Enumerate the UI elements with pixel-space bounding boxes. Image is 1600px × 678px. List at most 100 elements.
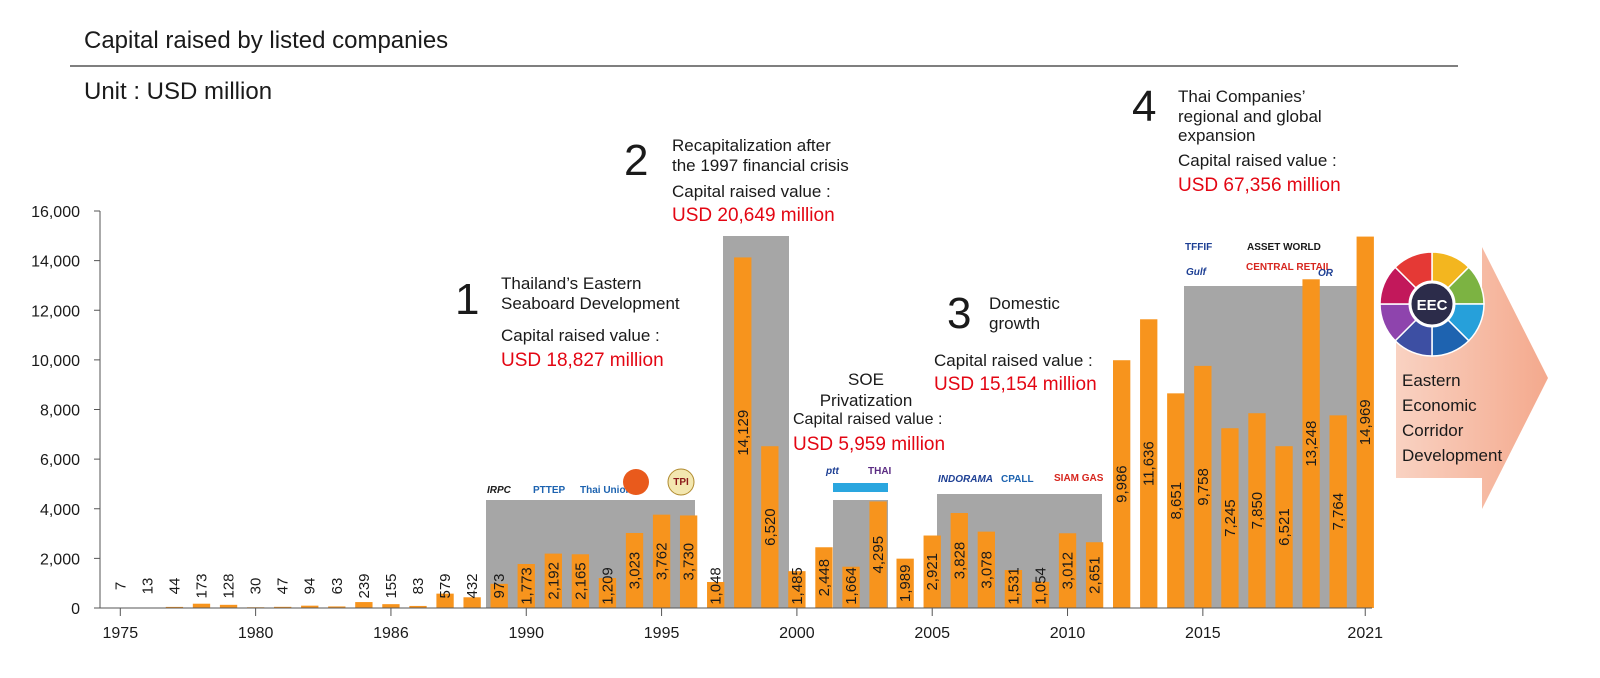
eec-badge: EEC (1417, 297, 1448, 314)
value-label: 14,129 (735, 410, 752, 456)
value-label: 4,295 (870, 536, 887, 574)
x-tick-label: 1980 (238, 625, 274, 642)
bar (1275, 446, 1293, 608)
bar (219, 604, 238, 608)
period-value: USD 5,959 million (793, 434, 945, 455)
logo: CPALL (1001, 474, 1034, 485)
logo-mark (833, 483, 888, 492)
value-label: 2,448 (816, 559, 833, 597)
value-label: 8,651 (1168, 482, 1185, 520)
period-title: expansion (1178, 126, 1256, 145)
value-label: 3,023 (627, 552, 644, 590)
period-caption: Capital raised value : (501, 326, 660, 345)
period-band (723, 236, 789, 608)
period-title: Recapitalization after (672, 136, 831, 155)
eec-core (1408, 280, 1456, 328)
value-label: 6,520 (762, 508, 779, 546)
value-label: 432 (464, 573, 481, 598)
period-title: Seaboard Development (501, 294, 680, 313)
y-tick-label: 2,000 (40, 551, 80, 568)
logo-mark (623, 469, 649, 495)
value-label: 2,921 (924, 553, 941, 591)
bar (571, 554, 590, 608)
side-note: Corridor (1402, 421, 1464, 440)
chart-subtitle: Unit : USD million (84, 78, 272, 105)
side-note: Economic (1402, 396, 1477, 415)
bar (950, 513, 968, 608)
value-label: 3,762 (654, 543, 671, 581)
y-tick-label: 16,000 (31, 204, 80, 221)
bar (679, 515, 698, 608)
x-tick-label: 2010 (1050, 625, 1086, 642)
logo: INDORAMA (938, 474, 993, 485)
logo: TPI (673, 477, 689, 488)
bar (274, 606, 292, 608)
y-tick-label: 8,000 (40, 403, 80, 420)
logo: CENTRAL RETAIL (1246, 262, 1332, 273)
bar (598, 578, 617, 608)
value-label: 3,730 (681, 543, 698, 581)
value-label: 3,828 (951, 542, 968, 580)
bar (382, 604, 400, 608)
x-tick-label: 1975 (103, 625, 139, 642)
bar (977, 531, 996, 608)
y-tick-label: 12,000 (31, 303, 80, 320)
bar (1194, 365, 1212, 608)
bar (409, 605, 427, 608)
value-label: 1,989 (897, 565, 914, 603)
logo: SIAM GAS (1054, 473, 1104, 484)
value-label: 13,248 (1303, 421, 1320, 467)
logo: ptt (825, 466, 839, 477)
value-label: 7,850 (1249, 492, 1266, 530)
value-label: 94 (302, 578, 319, 595)
bar (1167, 393, 1185, 608)
bar (463, 597, 481, 608)
logo-mark (667, 468, 695, 496)
value-label: 47 (275, 578, 292, 595)
value-label: 1,531 (1005, 567, 1022, 605)
x-tick-label: 2021 (1347, 625, 1383, 642)
period-caption: Capital raised value : (1178, 151, 1337, 170)
side-note: Eastern (1402, 371, 1461, 390)
bar (815, 547, 833, 608)
value-label: 973 (491, 573, 508, 598)
period-title: Privatization (820, 391, 913, 410)
value-label: 2,651 (1087, 556, 1104, 594)
value-label: 579 (437, 573, 454, 598)
bar (1085, 542, 1104, 608)
value-label: 1,485 (789, 567, 806, 605)
bar (1058, 533, 1077, 608)
value-label: 9,758 (1195, 468, 1212, 506)
value-label: 7,764 (1330, 493, 1347, 531)
value-label: 13 (139, 578, 156, 595)
x-tick-label: 2000 (779, 625, 815, 642)
period-number: 3 (947, 289, 971, 338)
bar (165, 606, 184, 608)
value-label: 3,078 (978, 551, 995, 589)
chart-title: Capital raised by listed companies (84, 27, 448, 54)
bar (625, 532, 644, 608)
bar (544, 553, 562, 608)
value-label: 155 (383, 573, 400, 598)
value-label: 173 (193, 573, 210, 598)
bar (896, 558, 914, 608)
value-label: 7 (112, 582, 129, 590)
bar (1112, 360, 1131, 608)
bar (1248, 413, 1266, 608)
bar (301, 605, 319, 608)
period-title: the 1997 financial crisis (672, 156, 849, 175)
period-title: regional and global (1178, 107, 1322, 126)
y-tick-label: 6,000 (40, 452, 80, 469)
logo: Thai Union (580, 485, 632, 496)
value-label: 239 (356, 573, 373, 598)
period-value: USD 20,649 million (672, 205, 835, 226)
bar (869, 501, 887, 608)
bar (1221, 428, 1239, 608)
value-label: 30 (248, 578, 265, 595)
period-number: 4 (1132, 82, 1156, 131)
logo: PTTEP (533, 485, 566, 496)
x-tick-label: 2005 (914, 625, 950, 642)
period-title: Domestic (989, 294, 1060, 313)
